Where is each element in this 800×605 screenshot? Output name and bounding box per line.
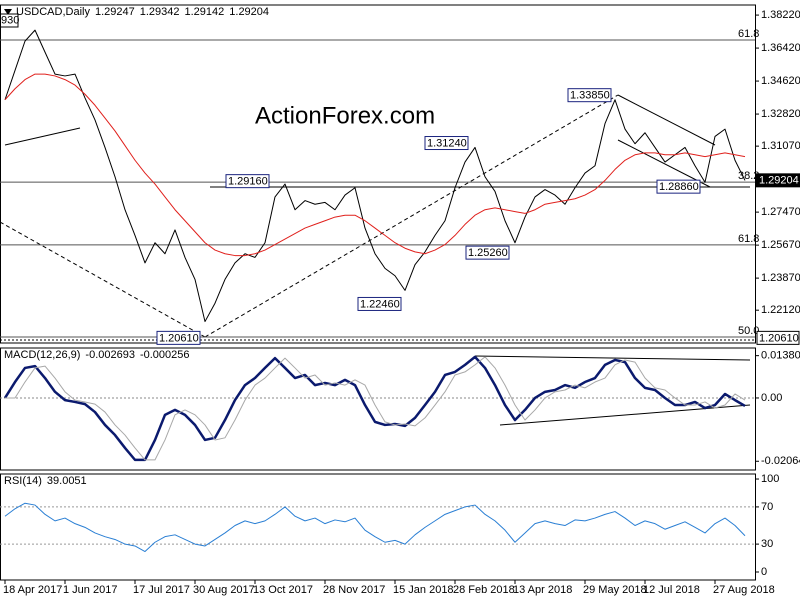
panel-frame: [0, 473, 756, 581]
y-tick-label: -0.020648: [761, 455, 800, 467]
callout-label: 1.22460: [360, 298, 400, 310]
x-tick-label: 28 Nov 2017: [323, 584, 385, 596]
callout-box: [225, 174, 270, 189]
panel-title: USDCAD,Daily: [16, 6, 90, 18]
y-tick-label: 100: [761, 473, 779, 485]
y-tick-label: 1.34620: [761, 75, 800, 87]
trendline: [204, 94, 619, 338]
callout-label: 1.33850: [570, 90, 610, 102]
x-tick-label: 30 Aug 2017: [193, 584, 255, 596]
menu-arrow: [4, 9, 12, 15]
channel-line: [617, 94, 716, 146]
price-box: [756, 330, 800, 345]
panel-title: 1.29342: [140, 6, 180, 18]
y-tick-label: 1.23870: [761, 272, 800, 284]
callout-box: [424, 136, 469, 151]
panel-title: 1.29204: [229, 6, 269, 18]
panel-title: -0.002693: [85, 349, 135, 361]
panel-title: MACD(12,26,9): [4, 349, 80, 361]
y-tick-label: 1.32820: [761, 108, 800, 120]
x-tick-label: 29 May 2018: [583, 584, 647, 596]
callout-label: 1.28860: [659, 181, 699, 193]
y-tick-label: 1.36420: [761, 42, 800, 54]
fib-label: 38.2: [738, 170, 759, 182]
y-tick-label: 0.00: [761, 392, 782, 404]
fib-label: 61.8: [738, 233, 759, 245]
panel-frame: [0, 4, 756, 344]
fib-label: 61.8: [738, 28, 759, 40]
x-tick-label: 18 Apr 2017: [3, 584, 62, 596]
series-line: [4, 73, 746, 257]
callout-label: 930: [1, 14, 19, 26]
series-line: [4, 502, 746, 553]
panel-title: RSI(14): [4, 475, 42, 487]
callout-box: [0, 13, 19, 28]
x-tick-label: 1 Jun 2017: [63, 584, 117, 596]
x-tick-label: 17 Jul 2017: [133, 584, 190, 596]
x-tick-label: 12 Jul 2018: [643, 584, 700, 596]
x-tick-label: 13 Apr 2018: [513, 584, 572, 596]
channel-line: [617, 139, 711, 188]
series-line: [4, 29, 746, 323]
x-tick-label: 15 Jan 2018: [393, 584, 454, 596]
panel-title: 1.29142: [185, 6, 225, 18]
panel-title: 39.0051: [47, 475, 87, 487]
trendline: [4, 127, 81, 146]
y-tick-label: 0: [761, 566, 767, 578]
fib-label: 50.0: [738, 325, 759, 337]
y-tick-label: 1.25670: [761, 239, 800, 251]
x-tick-label: 28 Feb 2018: [453, 584, 515, 596]
callout-box: [656, 179, 701, 194]
macd-trendline: [474, 355, 751, 361]
callout-box: [357, 296, 402, 311]
price-box-label: 1.20610: [759, 332, 799, 344]
callout-label: 1.29160: [228, 176, 268, 188]
callout-box: [567, 88, 612, 103]
panel-frame: [0, 347, 756, 471]
watermark: ActionForex.com: [255, 102, 435, 129]
x-tick-label: 27 Aug 2018: [713, 584, 775, 596]
last-price-label: 1.29204: [759, 175, 799, 187]
series-line: [5, 356, 746, 461]
last-price-box: [756, 173, 800, 188]
panel-title: 1.29247: [95, 6, 135, 18]
callout-label: 1.25260: [468, 247, 508, 259]
y-tick-label: 0.013802: [761, 350, 800, 362]
y-tick-label: 30: [761, 538, 773, 550]
y-tick-label: 1.38220: [761, 9, 800, 21]
callout-label: 1.20610: [159, 332, 199, 344]
y-tick-label: 1.22120: [761, 304, 800, 316]
y-tick-label: 1.27470: [761, 206, 800, 218]
y-tick-label: 70: [761, 501, 773, 513]
callout-box: [156, 330, 201, 345]
trendlines: [0, 94, 755, 426]
y-tick-label: 1.31070: [761, 140, 800, 152]
callout-box: [465, 245, 510, 260]
panel-title: -0.000256: [140, 349, 190, 361]
x-tick-label: 13 Oct 2017: [253, 584, 313, 596]
callout-label: 1.31240: [427, 137, 467, 149]
